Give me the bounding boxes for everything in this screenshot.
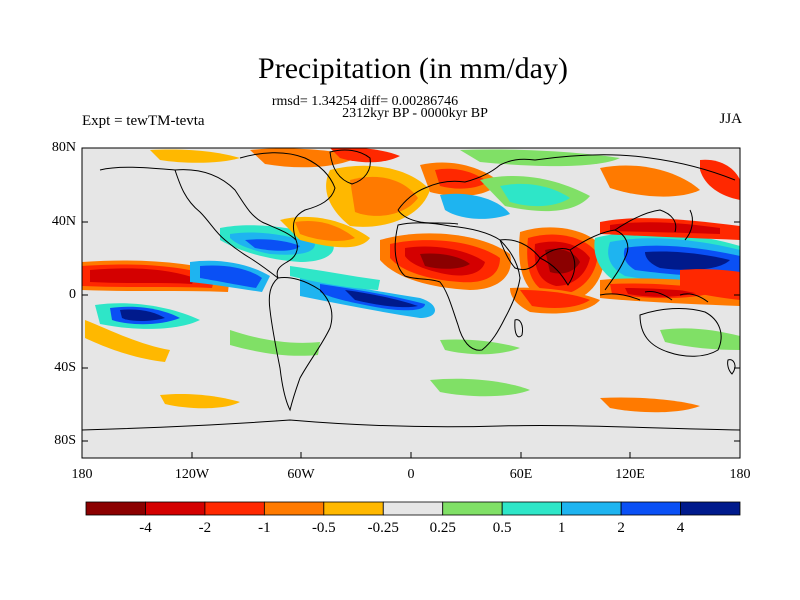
lat-label-40n: 40N: [51, 214, 76, 229]
map-title: Precipitation (in mm/day): [258, 52, 568, 85]
experiment-label: Expt = tewTM-tevta: [82, 113, 205, 129]
colorbar-label-9: 4: [676, 520, 685, 536]
colorbar-swatch-8: [561, 501, 622, 516]
colorbar-swatch-4: [323, 501, 384, 516]
colorbar-swatch-0: [85, 501, 146, 516]
lon-label-180e: 180: [729, 467, 751, 482]
period-line: 2312kyr BP - 0000kyr BP: [342, 106, 488, 121]
colorbar-label-3: -0.5: [311, 520, 336, 536]
lat-tick-marks: [82, 147, 740, 442]
lon-label-120e: 120E: [615, 467, 645, 482]
coastlines: [82, 149, 740, 431]
lat-label-80s: 80S: [54, 433, 76, 448]
colorbar-label-6: 0.5: [492, 520, 512, 536]
colorbar-swatch-7: [501, 501, 563, 516]
lat-label-80n: 80N: [51, 140, 76, 155]
colorbar-swatch-1: [145, 501, 206, 516]
colorbar-swatch-9: [620, 501, 681, 516]
colorbar-label-8: 2: [617, 520, 625, 536]
colorbar-label-4: -0.25: [367, 520, 399, 536]
colorbar-swatch-5: [382, 501, 444, 516]
lon-tick-marks: [81, 452, 741, 458]
colorbar-label-7: 1: [557, 520, 566, 536]
colorbar-label-1: -2: [198, 520, 212, 536]
colorbar-swatch-2: [204, 501, 265, 516]
lon-label-120w: 120W: [174, 467, 210, 482]
colorbar-swatch-6: [442, 501, 503, 516]
lat-label-40s: 40S: [54, 360, 76, 375]
stats-line: rmsd= 1.34254 diff= 0.00286746: [271, 94, 459, 109]
lat-label-0: 0: [69, 287, 76, 302]
colorbar-label-5: 0.25: [429, 520, 456, 536]
lon-label-60w: 60W: [287, 467, 315, 482]
colorbar-label-0: -4: [139, 520, 152, 536]
lon-label-0: 0: [407, 467, 415, 482]
lon-label-60e: 60E: [509, 467, 533, 482]
lon-label-180w: 180: [71, 467, 93, 482]
colorbar-label-2: -1: [258, 520, 271, 536]
colorbar: [85, 501, 741, 516]
colorbar-swatch-3: [263, 501, 325, 516]
colorbar-swatch-10: [680, 501, 741, 516]
season-label: JJA: [719, 111, 742, 127]
